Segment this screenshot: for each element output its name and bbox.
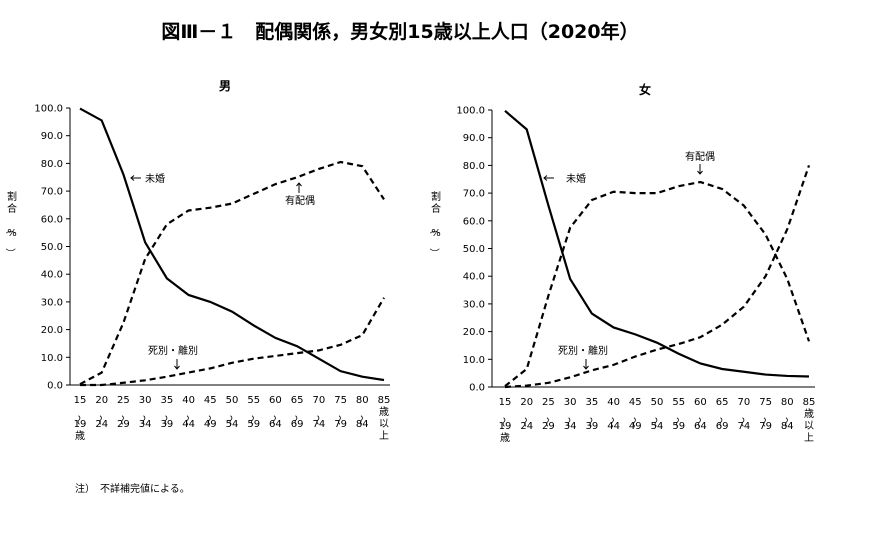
y-axis-label: 割合（%） xyxy=(428,190,441,258)
chart-title: 女 xyxy=(639,82,651,97)
x-tick-label: 15 ～19 歳 xyxy=(72,395,86,442)
series-label: 有配偶 xyxy=(685,150,715,163)
y-tick-label: 80.0 xyxy=(41,159,63,170)
x-tick-label: 85 歳以上 xyxy=(803,397,816,444)
x-tick-label: 70 ～74 xyxy=(311,395,325,430)
y-tick-label: 50.0 xyxy=(41,242,63,253)
x-tick-label: 25 ～29 xyxy=(115,395,129,430)
x-tick-label: 45 ～49 xyxy=(627,397,641,432)
y-tick-label: 60.0 xyxy=(41,214,63,225)
x-tick-label: 85 歳以上 xyxy=(378,395,391,442)
page-title: 図Ⅲ－１ 配偶関係，男女別15歳以上人口（2020年） xyxy=(161,20,638,43)
x-tick-label: 25 ～29 xyxy=(540,397,554,432)
note: 注） 不詳補完値による。 xyxy=(75,482,190,495)
x-tick-label: 80 ～84 xyxy=(354,395,368,430)
y-tick-label: 90.0 xyxy=(41,131,63,142)
x-tick-label: 75 ～79 xyxy=(758,397,772,432)
series-line xyxy=(80,297,385,387)
series-line xyxy=(504,109,810,378)
x-tick-label: 70 ～74 xyxy=(736,397,750,432)
y-tick-label: 80.0 xyxy=(463,161,485,172)
label-arrow-head xyxy=(296,182,302,187)
y-tick-label: 70.0 xyxy=(463,189,485,200)
y-tick-label: 100.0 xyxy=(456,106,485,117)
x-tick-label: 40 ～44 xyxy=(181,395,195,430)
x-tick-label: 60 ～64 xyxy=(267,395,281,430)
y-tick-label: 0.0 xyxy=(469,383,485,394)
y-tick-label: 100.0 xyxy=(34,104,63,115)
x-tick-label: 35 ～39 xyxy=(159,395,173,430)
series-label: 未婚 xyxy=(566,172,586,185)
x-tick-label: 50 ～54 xyxy=(224,395,238,430)
series-line xyxy=(79,160,385,386)
x-tick-label: 35 ～39 xyxy=(584,397,598,432)
y-tick-label: 90.0 xyxy=(463,133,485,144)
y-tick-label: 30.0 xyxy=(463,299,485,310)
y-axis-label: 割合（%） xyxy=(4,190,17,258)
x-tick-label: 50 ～54 xyxy=(649,397,663,432)
x-tick-label: 20 ～24 xyxy=(519,397,533,432)
x-tick-label: 60 ～64 xyxy=(692,397,706,432)
x-tick-label: 80 ～84 xyxy=(779,397,793,432)
series-label: 死別・離別 xyxy=(558,344,608,357)
y-tick-label: 60.0 xyxy=(463,216,485,227)
y-tick-label: 70.0 xyxy=(41,187,63,198)
chart-title: 男 xyxy=(219,79,231,93)
series-label: 未婚 xyxy=(145,172,165,185)
y-tick-label: 20.0 xyxy=(41,325,63,336)
x-tick-label: 30 ～34 xyxy=(562,397,576,432)
y-tick-label: 20.0 xyxy=(463,327,485,338)
label-arrow-head xyxy=(583,365,589,370)
y-tick-label: 50.0 xyxy=(463,244,485,255)
x-tick-label: 20 ～24 xyxy=(94,395,108,430)
series-label: 有配偶 xyxy=(285,194,315,207)
x-tick-label: 65 ～69 xyxy=(289,395,303,430)
x-tick-label: 55 ～59 xyxy=(246,395,260,430)
y-tick-label: 40.0 xyxy=(41,270,63,281)
label-arrow-head xyxy=(697,170,703,175)
series-line xyxy=(79,107,385,382)
x-tick-label: 45 ～49 xyxy=(202,395,216,430)
label-arrow-head xyxy=(543,175,548,181)
label-arrow-head xyxy=(130,175,135,181)
x-tick-label: 65 ～69 xyxy=(714,397,728,432)
y-tick-label: 40.0 xyxy=(463,272,485,283)
x-tick-label: 55 ～59 xyxy=(671,397,685,432)
label-arrow-head xyxy=(174,365,180,370)
y-tick-label: 10.0 xyxy=(41,353,63,364)
x-tick-label: 15 ～19 歳 xyxy=(497,397,511,444)
y-tick-label: 30.0 xyxy=(41,297,63,308)
series-line xyxy=(504,165,811,389)
y-tick-label: 0.0 xyxy=(47,381,63,392)
x-tick-label: 40 ～44 xyxy=(606,397,620,432)
x-tick-label: 30 ～34 xyxy=(137,395,151,430)
x-tick-label: 75 ～79 xyxy=(333,395,347,430)
series-label: 死別・離別 xyxy=(148,344,198,357)
y-tick-label: 10.0 xyxy=(463,355,485,366)
